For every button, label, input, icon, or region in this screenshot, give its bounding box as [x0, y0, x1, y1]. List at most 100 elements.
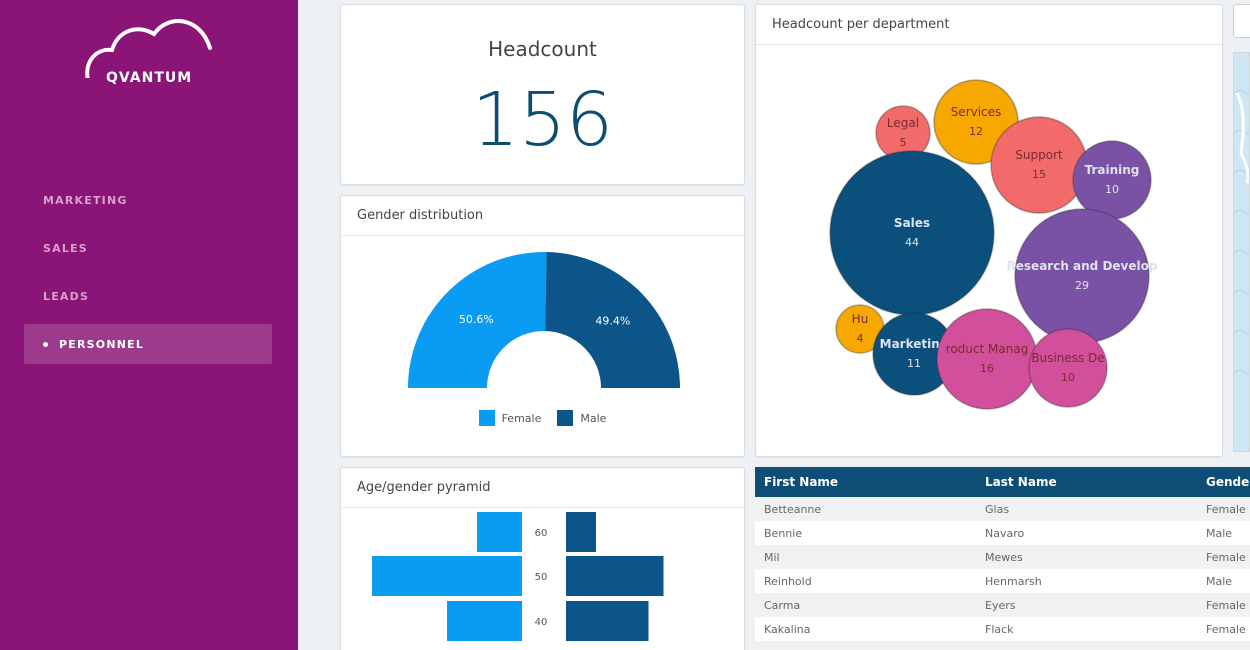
bubble-label: Marketing	[880, 337, 949, 351]
pyramid-chart: 60 50 40	[372, 512, 664, 641]
bubble-label: Training	[1085, 163, 1140, 177]
table-row[interactable]: Betteanne Glas Female	[755, 497, 1250, 521]
department-title: Headcount per department	[756, 5, 1222, 45]
bubble-label: roduct Manag	[946, 342, 1029, 356]
table-row[interactable]: Bennie Navaro Male	[755, 521, 1250, 545]
gender-slice-female[interactable]	[408, 251, 547, 388]
bubble-support[interactable]	[990, 116, 1088, 214]
bubble-value: 11	[907, 357, 921, 370]
bubble-value: 12	[969, 125, 983, 138]
pyramid-bar-female[interactable]	[372, 556, 522, 596]
brand-name: QVANTUM	[106, 70, 193, 86]
column-last-name[interactable]: Last Name	[985, 475, 1057, 489]
bubble-value: 10	[1061, 371, 1075, 384]
gender-donut-chart: 50.6% 49.4%	[408, 251, 680, 388]
nav-item-label: PERSONNEL	[59, 337, 145, 351]
table-cell: Female	[1206, 550, 1246, 564]
nav-item-label: MARKETING	[43, 193, 128, 207]
pyramid-bar-female[interactable]	[447, 601, 522, 641]
table-row[interactable]	[755, 641, 1250, 650]
table-cell: Glas	[985, 502, 1010, 516]
gender-slice-label: 50.6%	[459, 313, 494, 326]
nav-item-sales[interactable]: SALES	[24, 228, 272, 268]
nav-item-marketing[interactable]: MARKETING	[24, 180, 272, 220]
nav-item-label: LEADS	[43, 289, 90, 303]
bubble-value: 29	[1075, 279, 1089, 292]
headcount-title: Headcount	[488, 37, 597, 61]
bubble-value: 15	[1032, 168, 1046, 181]
table-cell: Carma	[764, 598, 801, 612]
gender-slice-male[interactable]	[545, 252, 680, 388]
pyramid-bar-male[interactable]	[566, 601, 649, 641]
table-cell: Navaro	[985, 526, 1025, 540]
legend-swatch-female	[478, 410, 495, 426]
bubble-value: 10	[1105, 183, 1119, 196]
bubble-value: 5	[900, 136, 907, 149]
table-cell: Eyers	[985, 598, 1016, 612]
pyramid-age-label: 50	[535, 572, 548, 583]
table-row[interactable]: Reinhold Henmarsh Male	[755, 569, 1250, 593]
pyramid-bar-male[interactable]	[566, 512, 596, 552]
table-cell: Betteanne	[764, 502, 822, 516]
legend-label-female: Female	[501, 411, 542, 425]
bubble-business-de[interactable]	[1028, 328, 1108, 408]
partial-control-button[interactable]	[1233, 4, 1250, 38]
gender-distribution-card: Gender distribution 50.6% 49.4% Female Ma…	[340, 195, 745, 457]
partial-map-panel[interactable]	[1233, 52, 1250, 452]
legend-label-male: Male	[580, 411, 607, 425]
bubble-sales[interactable]	[829, 150, 995, 316]
bubble-label: Hu	[852, 312, 869, 326]
pyramid-title: Age/gender pyramid	[341, 468, 744, 508]
table-cell: Kakalina	[764, 622, 811, 636]
department-bubble-chart: Legal 5 Services 12 Support 15 Training 10 Sales…	[829, 79, 1158, 410]
nav-item-personnel[interactable]: PERSONNEL	[24, 324, 272, 364]
table-cell: Mewes	[985, 550, 1023, 564]
column-gender[interactable]: Gender	[1206, 475, 1250, 489]
legend-swatch-male	[557, 410, 574, 426]
bubble-label: Sales	[894, 216, 930, 230]
brand-logo[interactable]: QVANTUM	[82, 18, 222, 98]
table-row[interactable]: Kakalina Flack Female	[755, 617, 1250, 641]
bubble-label: Legal	[887, 116, 919, 130]
sidebar-nav: MARKETING SALES LEADS PERSONNEL	[24, 180, 272, 372]
table-cell: Flack	[985, 622, 1014, 636]
pyramid-bar-female[interactable]	[477, 512, 522, 552]
table-cell: Male	[1206, 574, 1233, 588]
table-row[interactable]: Mil Mewes Female	[755, 545, 1250, 569]
gender-slice-label: 49.4%	[595, 314, 630, 327]
bubble-value: 16	[980, 362, 994, 375]
department-card: Headcount per department Legal 5 Services 1…	[755, 4, 1223, 457]
table-cell: Male	[1206, 526, 1233, 540]
bubble-label: Business De	[1031, 351, 1104, 365]
pyramid-bar-male[interactable]	[566, 556, 664, 596]
legend-item-female[interactable]: Female	[478, 410, 542, 426]
bubble-value: 4	[857, 332, 864, 345]
pyramid-age-label: 40	[535, 617, 548, 628]
bubble-roduct-manag[interactable]	[936, 308, 1038, 410]
bubble-label: Research and Develop	[1007, 259, 1158, 273]
active-dot-icon	[43, 341, 48, 347]
map-wave-icon	[1234, 90, 1249, 376]
headcount-card: Headcount 156	[340, 4, 745, 185]
bubble-training[interactable]	[1072, 140, 1152, 220]
table-header: First Name Last Name Gender	[755, 467, 1250, 497]
bubble-research-and-develop[interactable]	[1014, 208, 1150, 344]
table-row[interactable]: Carma Eyers Female	[755, 593, 1250, 617]
column-first-name[interactable]: First Name	[764, 475, 839, 489]
age-gender-pyramid-card: Age/gender pyramid 60 50 40	[340, 467, 745, 650]
employee-table: First Name Last Name Gender Betteanne Gla…	[755, 467, 1250, 650]
table-body: Betteanne Glas Female Bennie Navaro Male Mil Me…	[755, 497, 1250, 650]
nav-item-leads[interactable]: LEADS	[24, 276, 272, 316]
bubble-value: 44	[905, 236, 919, 249]
table-cell: Mil	[764, 550, 780, 564]
gender-legend: Female Male	[341, 410, 744, 426]
table-cell: Female	[1206, 622, 1246, 636]
table-cell: Reinhold	[764, 574, 812, 588]
nav-item-label: SALES	[43, 241, 88, 255]
legend-item-male[interactable]: Male	[557, 410, 606, 426]
gender-distribution-title: Gender distribution	[341, 196, 744, 236]
bubble-label: Services	[951, 105, 1002, 119]
pyramid-age-label: 60	[535, 528, 548, 539]
table-cell: Bennie	[764, 526, 803, 540]
table-cell: Female	[1206, 502, 1246, 516]
